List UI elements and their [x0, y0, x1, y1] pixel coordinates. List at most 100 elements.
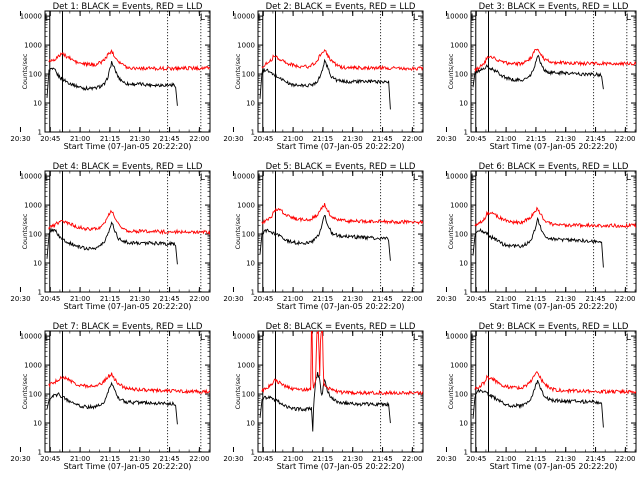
x-tick-label: 21:30 — [556, 135, 576, 143]
axes-frame — [257, 330, 424, 453]
x-tick-label: 21:30 — [130, 455, 150, 463]
y-tick-label: 1000 — [24, 202, 42, 210]
interval-marker-left: L — [258, 13, 263, 23]
y-tick-label: 1 — [38, 129, 42, 137]
interval-marker-right: L — [200, 333, 205, 343]
y-tick-label: 10 — [246, 100, 255, 108]
x-tick-label: 21:00 — [283, 455, 303, 463]
x-tick-label: 21:15 — [313, 295, 333, 303]
y-axis-label: Counts/sec — [234, 373, 242, 409]
x-tick-label: 20:30 — [436, 295, 456, 303]
x-tick-label: 20:30 — [10, 135, 30, 143]
interval-marker-right: L — [626, 173, 631, 183]
y-tick-label: 10000 — [446, 173, 468, 181]
x-axis-label: Start Time (07-Jan-05 20:22:20) — [64, 142, 192, 151]
panel-title: Det 1: BLACK = Events, RED = LLD — [53, 2, 203, 12]
x-tick-label: 21:15 — [100, 135, 120, 143]
y-axis-label: Counts/sec — [21, 53, 29, 89]
x-tick-label: 21:45 — [372, 135, 392, 143]
y-tick-label: 1000 — [237, 202, 255, 210]
axes-frame — [470, 170, 637, 293]
axes-frame — [257, 10, 424, 133]
interval-marker-left: L — [471, 173, 476, 183]
x-tick-label: 22:00 — [615, 295, 635, 303]
detector-panel-7: Det 7: BLACK = Events, RED = LLD 1 10 100 10… — [10, 322, 211, 471]
events-series-line — [46, 61, 178, 106]
detector-panel-3: Det 3: BLACK = Events, RED = LLD 1 10 100 10… — [436, 2, 637, 151]
x-tick-label: 20:30 — [223, 295, 243, 303]
x-tick-label: 20:30 — [223, 135, 243, 143]
lld-series-line — [48, 209, 210, 236]
x-tick-label: 20:45 — [466, 455, 486, 463]
interval-marker-left: L — [45, 173, 50, 183]
x-tick-label: 22:00 — [189, 455, 209, 463]
lld-series-line — [48, 372, 210, 395]
y-tick-label: 1 — [251, 449, 255, 457]
detector-panel-9: Det 9: BLACK = Events, RED = LLD 1 10 100 10… — [436, 322, 637, 471]
x-tick-label: 20:30 — [436, 455, 456, 463]
x-tick-label: 22:00 — [402, 135, 422, 143]
panel-title: Det 9: BLACK = Events, RED = LLD — [479, 322, 629, 332]
y-tick-label: 1 — [38, 449, 42, 457]
x-tick-label: 21:00 — [283, 135, 303, 143]
y-tick-label: 1 — [38, 289, 42, 297]
lld-series-line — [261, 48, 423, 72]
y-tick-label: 100 — [455, 391, 468, 399]
panel-title: Det 7: BLACK = Events, RED = LLD — [53, 322, 203, 332]
x-tick-label: 21:00 — [70, 455, 90, 463]
x-tick-label: 21:30 — [556, 295, 576, 303]
y-tick-label: 1000 — [237, 42, 255, 50]
interval-marker-right: L — [413, 333, 418, 343]
events-series-line — [46, 221, 178, 265]
x-tick-label: 21:30 — [556, 455, 576, 463]
lld-series-line — [474, 370, 636, 395]
y-tick-label: 1000 — [450, 202, 468, 210]
x-tick-label: 22:00 — [402, 295, 422, 303]
axes-frame — [44, 170, 211, 293]
y-tick-label: 10 — [33, 260, 42, 268]
y-tick-label: 10000 — [20, 13, 42, 21]
x-tick-label: 22:00 — [615, 135, 635, 143]
interval-marker-right: L — [413, 13, 418, 23]
panel-title: Det 3: BLACK = Events, RED = LLD — [479, 2, 629, 12]
interval-marker-right: L — [626, 13, 631, 23]
lld-series-line — [261, 331, 423, 396]
x-axis-label: Start Time (07-Jan-05 20:22:20) — [490, 462, 618, 471]
x-tick-label: 20:45 — [253, 455, 273, 463]
y-tick-label: 10000 — [446, 333, 468, 341]
y-tick-label: 1 — [251, 289, 255, 297]
x-tick-label: 21:15 — [100, 455, 120, 463]
y-tick-label: 100 — [29, 71, 42, 79]
y-tick-label: 1 — [464, 289, 468, 297]
axes-frame — [44, 10, 211, 133]
axes-frame — [44, 330, 211, 453]
detector-panel-8: Det 8: BLACK = Events, RED = LLD 1 10 100 10… — [223, 322, 424, 471]
y-tick-label: 10 — [33, 420, 42, 428]
x-tick-label: 22:00 — [615, 455, 635, 463]
y-tick-label: 10000 — [233, 13, 255, 21]
interval-marker-left: L — [471, 333, 476, 343]
y-tick-label: 100 — [455, 71, 468, 79]
y-tick-label: 100 — [455, 231, 468, 239]
x-axis-label: Start Time (07-Jan-05 20:22:20) — [277, 142, 405, 151]
x-tick-label: 21:00 — [496, 295, 516, 303]
x-tick-label: 20:45 — [253, 295, 273, 303]
x-axis-label: Start Time (07-Jan-05 20:22:20) — [64, 302, 192, 311]
detector-panel-6: Det 6: BLACK = Events, RED = LLD 1 10 100 10… — [436, 162, 637, 311]
x-tick-label: 21:15 — [313, 455, 333, 463]
y-tick-label: 10 — [459, 420, 468, 428]
axes-frame — [257, 170, 424, 293]
interval-marker-right: L — [413, 173, 418, 183]
y-tick-label: 100 — [242, 71, 255, 79]
y-tick-label: 1 — [251, 129, 255, 137]
axes-frame — [470, 10, 637, 133]
y-axis-label: Counts/sec — [234, 213, 242, 249]
events-series-line — [46, 381, 178, 425]
x-tick-label: 21:45 — [159, 455, 179, 463]
panel-title: Det 8: BLACK = Events, RED = LLD — [266, 322, 416, 332]
lld-series-line — [474, 206, 636, 229]
events-series-line — [259, 372, 391, 432]
y-axis-label: Counts/sec — [447, 373, 455, 409]
x-tick-label: 21:45 — [585, 295, 605, 303]
y-tick-label: 1000 — [237, 362, 255, 370]
